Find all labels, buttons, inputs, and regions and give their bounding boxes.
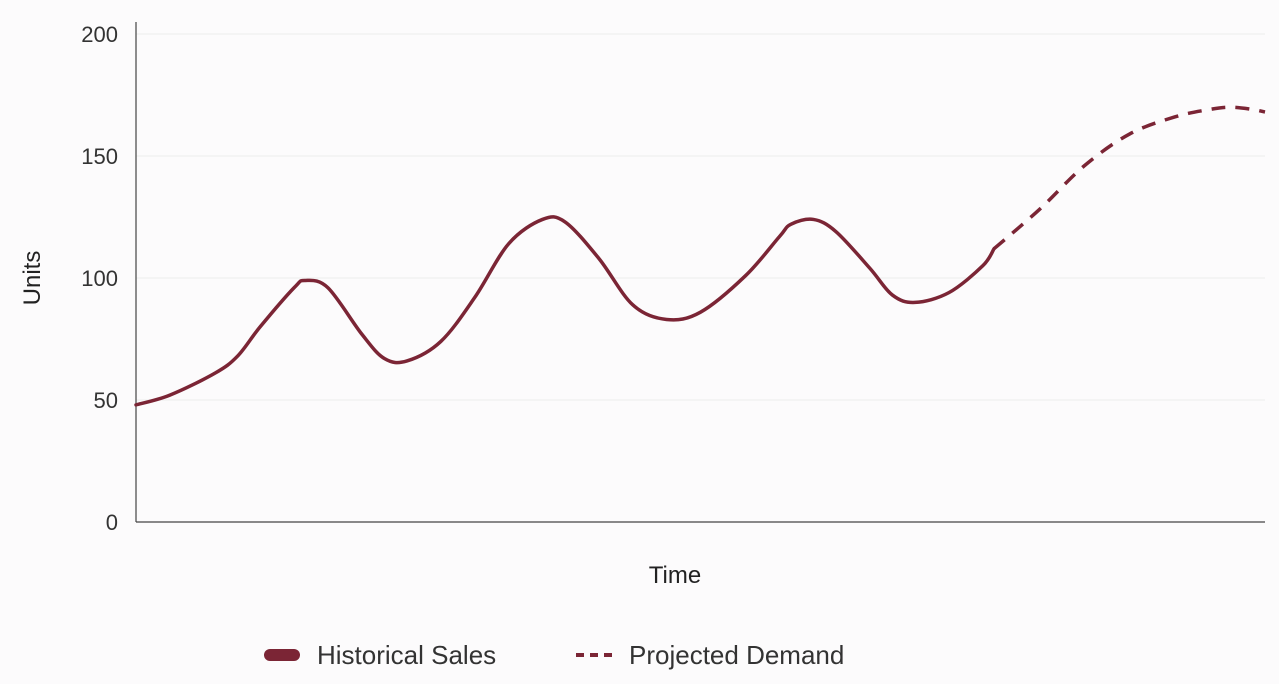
series-lines [134,105,1266,407]
x-axis-title: Time [649,562,701,589]
y-tick-label: 200 [81,22,118,47]
series-line-historical [134,215,996,407]
legend-label-historical: Historical Sales [317,640,496,670]
legend-item-historical: Historical Sales [264,640,496,670]
y-tick-labels: 0 50 100 150 200 [81,22,118,535]
y-tick-label: 0 [106,510,118,535]
y-tick-label: 50 [94,388,118,413]
axes [135,22,1265,523]
series-line-projected [992,105,1266,251]
y-tick-label: 150 [81,144,118,169]
gridlines [136,33,1265,401]
y-tick-label: 100 [81,266,118,291]
legend: Historical Sales Projected Demand [264,640,844,670]
y-axis-title: Units [19,251,46,306]
legend-item-projected: Projected Demand [576,640,844,670]
legend-label-projected: Projected Demand [629,640,844,670]
